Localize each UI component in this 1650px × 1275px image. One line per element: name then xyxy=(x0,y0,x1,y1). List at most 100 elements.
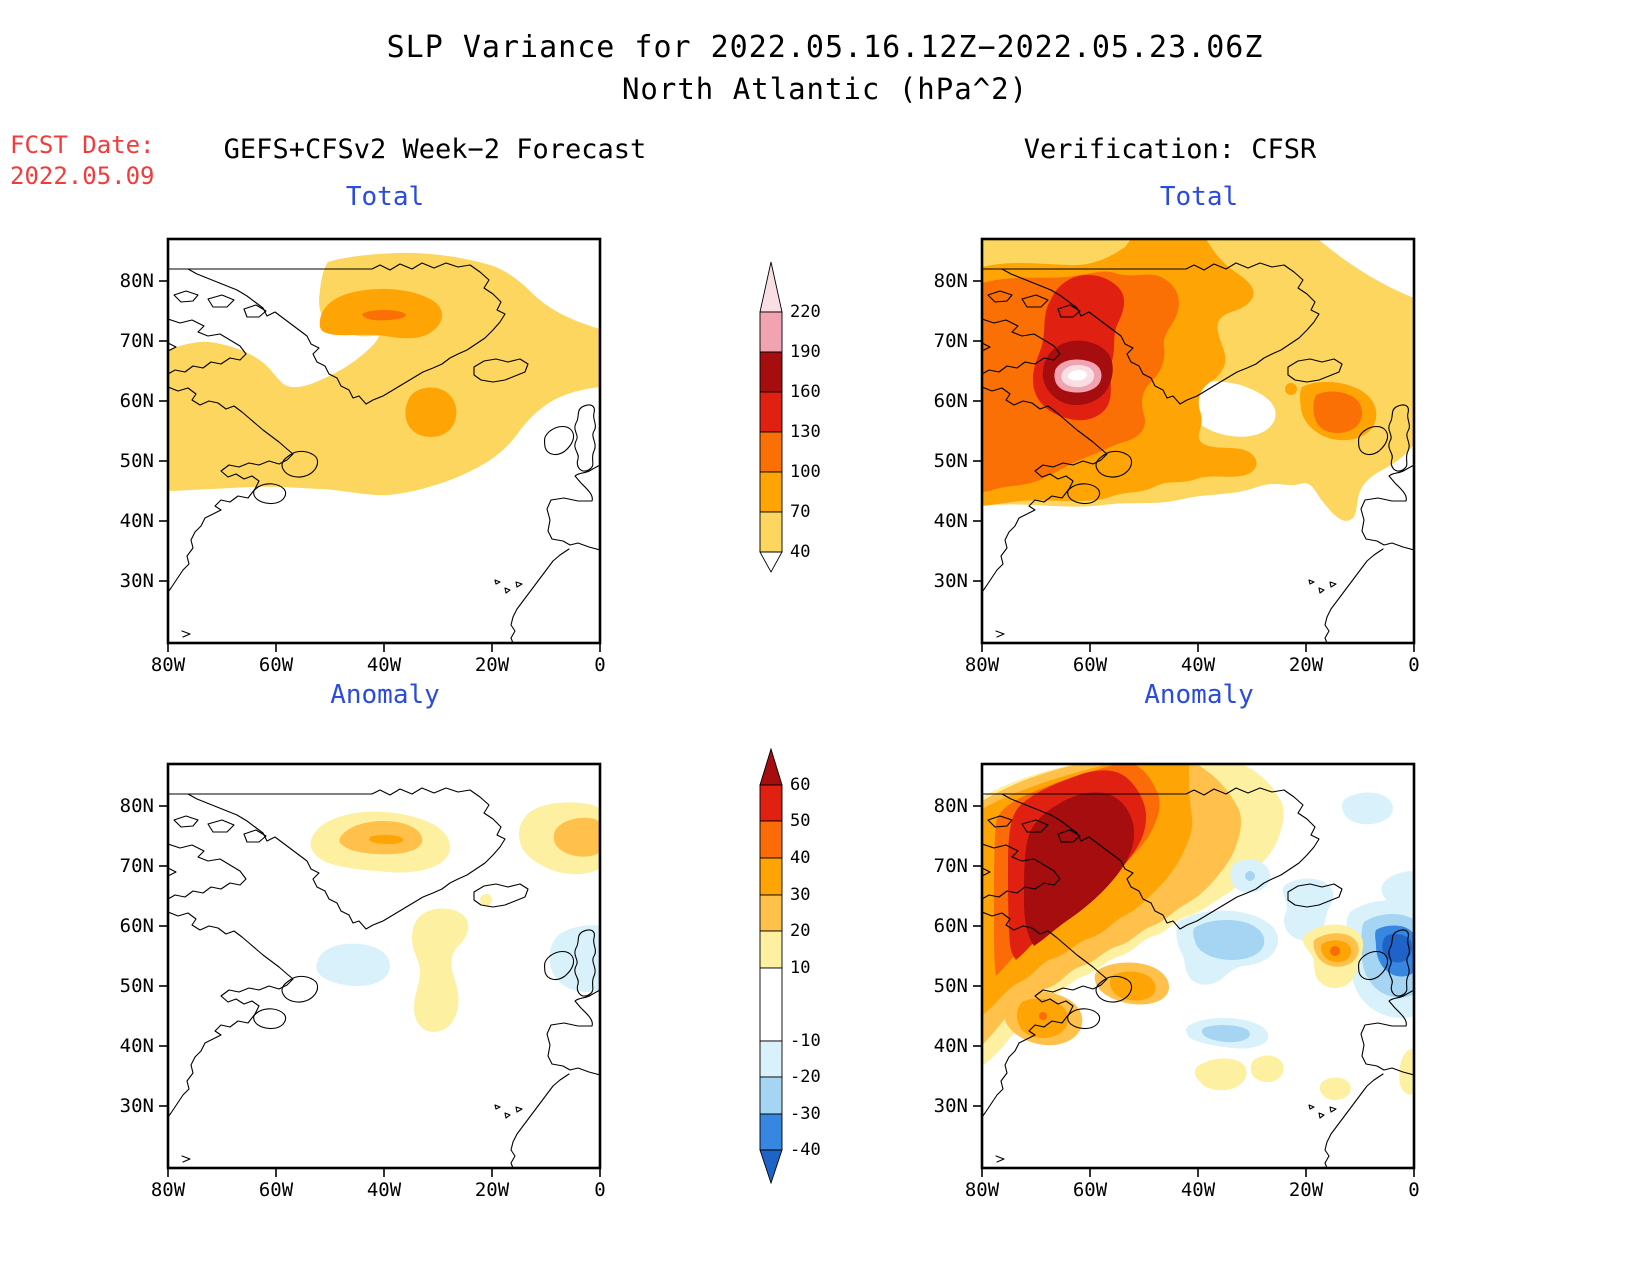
colorbar-segment xyxy=(759,1113,783,1151)
br-anom-p30-newfoundland xyxy=(1110,971,1156,1001)
colorbar-segment xyxy=(759,511,783,553)
lat-label: 70N xyxy=(120,855,154,877)
colorbar-anomaly: 60 50 40 30 20 10 -10 -20 -30 -40 xyxy=(759,747,821,1185)
contour-fills-cfsr-total xyxy=(982,239,1414,643)
map-cfsr-anomaly: 80N 70N 60N 50N 40N 30N 80W 60W 40W 20W … xyxy=(934,762,1420,1201)
tl-contour-100-core xyxy=(362,310,406,321)
br-anom-m10-northeast xyxy=(1342,792,1393,825)
lon-label: 20W xyxy=(1289,1179,1324,1201)
bl-anom-m10-east xyxy=(549,925,600,992)
fcst-date: FCST Date: 2022.05.09 xyxy=(10,130,155,192)
colorbar-label: 100 xyxy=(790,462,821,482)
colorbar-arrow-top xyxy=(759,261,783,313)
colorbar-label: 40 xyxy=(790,542,810,562)
tr-orange-dab xyxy=(1285,383,1297,395)
lon-label: 20W xyxy=(475,654,510,676)
br-anom-p10-southeast-edge xyxy=(1399,1048,1414,1095)
panel-title-gefs-total: Total xyxy=(345,182,425,212)
colorbar-segment xyxy=(759,857,783,896)
lat-label: 30N xyxy=(120,1095,154,1117)
lon-label: 80W xyxy=(151,654,186,676)
lat-label: 50N xyxy=(934,975,968,997)
left-column-header: GEFS+CFSv2 Week−2 Forecast xyxy=(223,134,647,165)
colorbar-segment xyxy=(759,784,783,822)
lat-label: 80N xyxy=(934,270,968,292)
br-anom-m10-iceland-west xyxy=(1283,878,1334,941)
lat-label: 80N xyxy=(934,795,968,817)
colorbar-label: 30 xyxy=(790,885,810,905)
lon-label: 0 xyxy=(1408,654,1419,676)
br-anom-p10-south2 xyxy=(1250,1055,1284,1082)
lat-label: 50N xyxy=(934,450,968,472)
br-anom-m10-east-edge xyxy=(1381,871,1414,908)
lat-label: 80N xyxy=(120,795,154,817)
colorbar-label: -20 xyxy=(790,1067,821,1087)
lat-label: 70N xyxy=(934,855,968,877)
bl-anom-p10-dab xyxy=(480,894,492,906)
bl-anom-m10-west xyxy=(316,943,390,986)
colorbar-label: 20 xyxy=(790,921,810,941)
colorbar-label: 50 xyxy=(790,811,810,831)
lon-label: 80W xyxy=(965,1179,1000,1201)
lon-label: 20W xyxy=(1289,654,1324,676)
lat-label: 40N xyxy=(120,510,154,532)
lon-label: 40W xyxy=(1181,654,1216,676)
lat-label: 50N xyxy=(120,975,154,997)
colorbar-label: 130 xyxy=(790,422,821,442)
colorbar-segment xyxy=(759,967,783,1042)
lat-label: 70N xyxy=(934,330,968,352)
br-anom-m20-dab xyxy=(1245,871,1255,881)
lon-label: 60W xyxy=(1073,1179,1108,1201)
bl-anom-p10-central xyxy=(412,908,469,1032)
lat-label: 60N xyxy=(120,390,154,412)
br-anom-p60-core xyxy=(1024,792,1135,946)
lon-label: 80W xyxy=(151,1179,186,1201)
lat-label: 40N xyxy=(120,1035,154,1057)
br-anom-m20-s-greenland xyxy=(1193,920,1265,960)
tr-white-hole xyxy=(1181,381,1276,437)
br-anom-m20-south-strip xyxy=(1201,1025,1250,1043)
colorbar-segment xyxy=(759,431,783,473)
bl-anom-p20-northeast xyxy=(553,817,600,857)
fcst-date-value: 2022.05.09 xyxy=(10,162,155,190)
contour-fills-cfsr-anomaly xyxy=(982,764,1414,1168)
colorbar-segment xyxy=(759,391,783,433)
colorbar-label: 220 xyxy=(790,302,821,322)
lon-label: 0 xyxy=(1408,1179,1419,1201)
lat-label: 40N xyxy=(934,510,968,532)
lat-label: 30N xyxy=(120,570,154,592)
lat-label: 30N xyxy=(934,1095,968,1117)
lon-label: 60W xyxy=(259,654,294,676)
br-anom-p40-dot-midright xyxy=(1330,946,1340,956)
colorbar-label: 60 xyxy=(790,775,810,795)
colorbar-label: 10 xyxy=(790,958,810,978)
colorbar-segment xyxy=(759,1076,783,1115)
tr-contour-100-east xyxy=(1313,391,1362,433)
colorbar-segment xyxy=(759,471,783,513)
tl-contour-70-south xyxy=(405,387,457,437)
right-column-header: Verification: CFSR xyxy=(1023,134,1317,165)
lon-label: 0 xyxy=(594,1179,605,1201)
colorbar-label: -30 xyxy=(790,1104,821,1124)
tr-white-core xyxy=(1067,370,1087,381)
lat-label: 40N xyxy=(934,1035,968,1057)
lon-label: 40W xyxy=(367,654,402,676)
br-anom-p10-south1 xyxy=(1194,1058,1247,1091)
lon-label: 80W xyxy=(965,654,1000,676)
colorbar-label: -40 xyxy=(790,1140,821,1160)
colorbar-segment xyxy=(759,311,783,353)
br-anom-p10-south3 xyxy=(1319,1077,1351,1101)
colorbar-label: 160 xyxy=(790,382,821,402)
map-cfsr-total: 80N 70N 60N 50N 40N 30N 80W 60W 40W 20W … xyxy=(934,237,1420,676)
map-gefs-anomaly: 80N 70N 60N 50N 40N 30N 80W 60W 40W 20W … xyxy=(120,762,606,1201)
colorbar-total: 220 190 160 130 100 70 40 xyxy=(759,261,821,573)
contour-fills-gefs-anomaly xyxy=(168,787,600,1168)
colorbar-segment xyxy=(759,1040,783,1078)
colorbar-label: -10 xyxy=(790,1031,821,1051)
lon-label: 60W xyxy=(1073,654,1108,676)
colorbar-segment xyxy=(759,894,783,932)
br-anom-p40-dot-west xyxy=(1039,1012,1047,1020)
lat-label: 80N xyxy=(120,270,154,292)
lat-label: 60N xyxy=(934,390,968,412)
